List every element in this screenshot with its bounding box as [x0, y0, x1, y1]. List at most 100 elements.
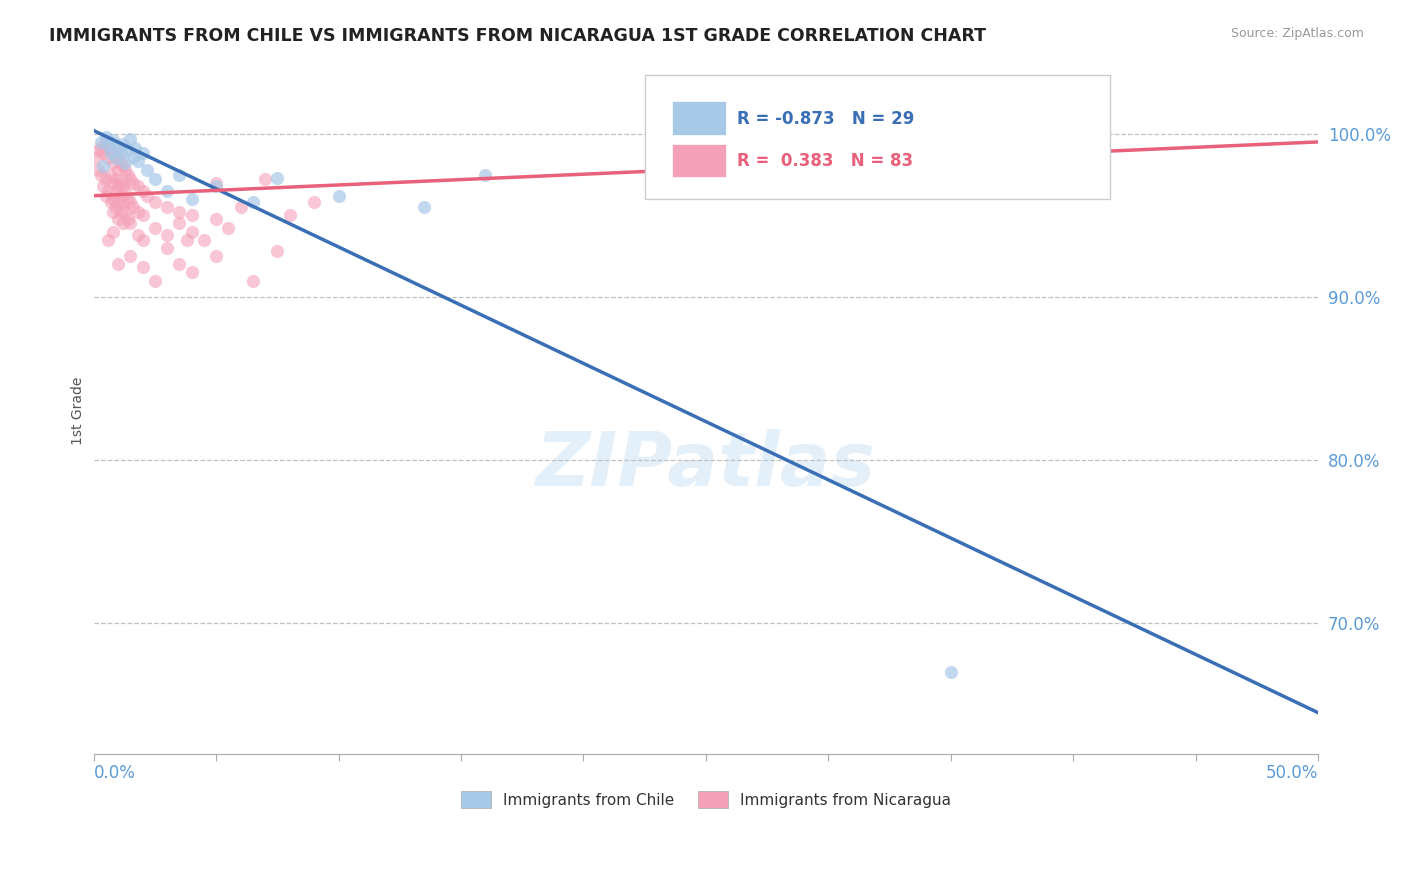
Point — [156, 184, 179, 198]
Point — [266, 170, 288, 185]
Point — [180, 192, 202, 206]
Point — [104, 200, 127, 214]
Point — [180, 265, 202, 279]
Point — [111, 195, 134, 210]
Point — [205, 178, 228, 193]
Point — [114, 184, 136, 198]
Point — [87, 162, 110, 177]
Point — [104, 172, 127, 186]
Point — [104, 151, 127, 165]
Point — [110, 176, 132, 190]
Y-axis label: 1st Grade: 1st Grade — [72, 376, 86, 445]
Point — [131, 146, 153, 161]
Point — [254, 172, 277, 186]
Point — [84, 151, 107, 165]
Point — [169, 168, 191, 182]
Point — [939, 665, 962, 679]
Point — [93, 160, 115, 174]
Point — [93, 178, 115, 193]
Point — [266, 244, 288, 259]
Point — [94, 135, 117, 149]
Point — [169, 217, 191, 231]
Point — [120, 131, 142, 145]
Point — [127, 178, 149, 193]
Text: R = -0.873   N = 29: R = -0.873 N = 29 — [737, 110, 914, 128]
FancyBboxPatch shape — [672, 102, 725, 135]
Point — [131, 233, 153, 247]
Point — [110, 188, 132, 202]
Point — [114, 162, 136, 177]
Point — [87, 143, 110, 157]
Text: IMMIGRANTS FROM CHILE VS IMMIGRANTS FROM NICARAGUA 1ST GRADE CORRELATION CHART: IMMIGRANTS FROM CHILE VS IMMIGRANTS FROM… — [49, 27, 986, 45]
Point — [120, 172, 142, 186]
Text: R =  0.383   N = 83: R = 0.383 N = 83 — [737, 152, 912, 170]
Point — [100, 146, 122, 161]
Point — [100, 168, 122, 182]
Point — [127, 205, 149, 219]
Point — [97, 184, 120, 198]
Point — [205, 211, 228, 226]
Point — [107, 195, 129, 210]
Point — [143, 172, 166, 186]
Point — [124, 141, 146, 155]
Point — [131, 184, 153, 198]
Point — [143, 221, 166, 235]
Point — [136, 162, 159, 177]
Point — [90, 168, 112, 182]
Point — [131, 208, 153, 222]
Text: 50.0%: 50.0% — [1265, 764, 1319, 781]
Point — [242, 195, 264, 210]
Point — [176, 233, 198, 247]
Point — [127, 227, 149, 242]
Point — [117, 211, 139, 226]
Text: 0.0%: 0.0% — [94, 764, 135, 781]
Point — [120, 195, 142, 210]
Point — [413, 200, 436, 214]
FancyBboxPatch shape — [645, 75, 1111, 199]
Point — [100, 143, 122, 157]
Point — [180, 208, 202, 222]
Point — [136, 188, 159, 202]
Point — [101, 176, 124, 190]
Point — [100, 195, 122, 210]
Point — [97, 138, 120, 153]
Point — [205, 176, 228, 190]
Point — [229, 200, 252, 214]
Point — [169, 257, 191, 271]
Point — [101, 156, 124, 170]
Point — [474, 168, 496, 182]
Point — [114, 205, 136, 219]
Point — [169, 205, 191, 219]
Point — [97, 151, 120, 165]
Point — [110, 156, 132, 170]
Point — [121, 176, 143, 190]
Point — [121, 200, 143, 214]
Legend: Immigrants from Chile, Immigrants from Nicaragua: Immigrants from Chile, Immigrants from N… — [454, 784, 957, 814]
FancyBboxPatch shape — [672, 144, 725, 178]
Point — [110, 145, 132, 159]
Point — [127, 154, 149, 169]
Point — [107, 151, 129, 165]
Point — [156, 241, 179, 255]
Point — [94, 188, 117, 202]
Point — [111, 178, 134, 193]
Text: ZIPatlas: ZIPatlas — [536, 429, 876, 502]
Point — [107, 162, 129, 177]
Point — [278, 208, 301, 222]
Point — [101, 205, 124, 219]
Point — [121, 150, 143, 164]
Point — [104, 184, 127, 198]
Point — [180, 225, 202, 239]
Point — [101, 225, 124, 239]
Point — [93, 146, 115, 161]
Point — [117, 143, 139, 157]
Point — [111, 217, 134, 231]
Point — [156, 200, 179, 214]
Point — [193, 233, 215, 247]
Point — [217, 221, 239, 235]
Point — [131, 260, 153, 275]
Point — [94, 130, 117, 145]
Point — [120, 249, 142, 263]
Point — [117, 192, 139, 206]
Point — [117, 168, 139, 182]
